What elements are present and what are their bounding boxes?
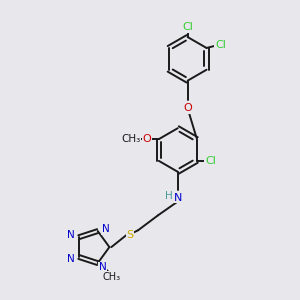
Text: S: S <box>127 230 134 240</box>
Text: Cl: Cl <box>205 156 216 166</box>
Text: N: N <box>174 193 182 202</box>
Text: Cl: Cl <box>215 40 226 50</box>
Text: N: N <box>102 224 110 234</box>
Text: N: N <box>99 262 106 272</box>
Text: N: N <box>67 230 75 240</box>
Text: O: O <box>142 134 152 144</box>
Text: N: N <box>67 254 75 264</box>
Text: H: H <box>165 190 173 201</box>
Text: CH₃: CH₃ <box>103 272 121 282</box>
Text: Cl: Cl <box>182 22 193 32</box>
Text: CH₃: CH₃ <box>122 134 141 144</box>
Text: O: O <box>183 103 192 113</box>
